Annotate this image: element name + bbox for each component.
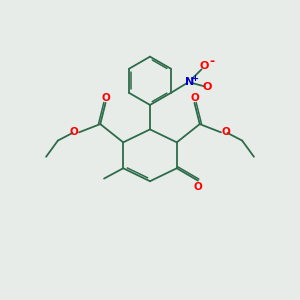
Text: O: O [200, 61, 209, 71]
Text: O: O [190, 93, 199, 103]
Text: O: O [70, 127, 79, 137]
Text: N: N [184, 77, 194, 87]
Text: O: O [203, 82, 212, 92]
Text: O: O [101, 93, 110, 103]
Text: O: O [221, 127, 230, 137]
Text: O: O [194, 182, 202, 191]
Text: +: + [191, 74, 198, 83]
Text: -: - [209, 55, 214, 68]
